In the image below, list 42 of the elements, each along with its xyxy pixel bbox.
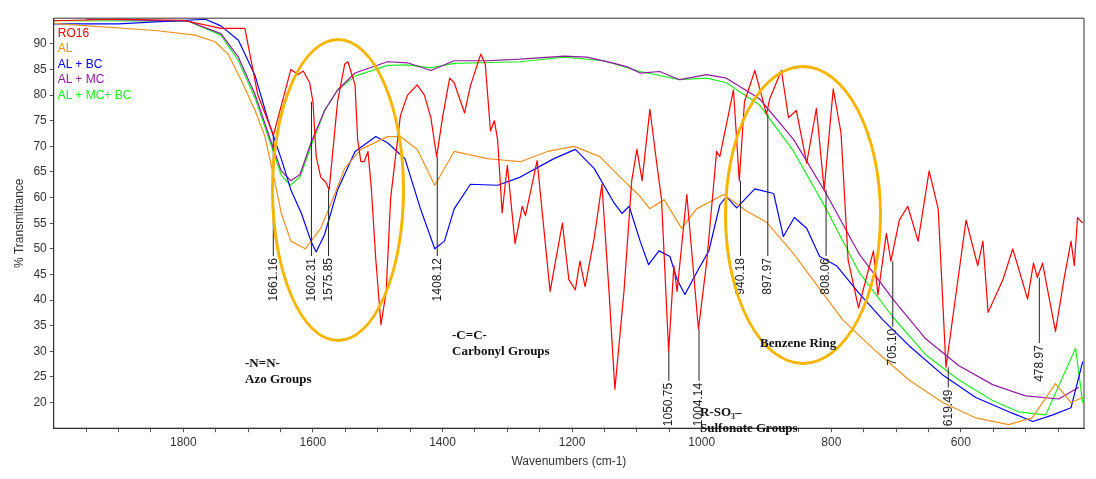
y-tick-label: 85 (33, 61, 48, 76)
annotation: 808.06 (818, 257, 833, 295)
annotation: 619.49 (940, 389, 955, 427)
series-label: AL (57, 41, 73, 56)
y-tick-label: 20 (33, 394, 48, 409)
annotation: 897.97 (760, 257, 775, 295)
annotation: 1408.12 (429, 257, 444, 302)
y-tick-label: 65 (33, 164, 48, 179)
x-tick-label: 1000 (688, 434, 716, 449)
text: AL + BC (57, 56, 103, 71)
annotation: 478.97 (1031, 344, 1046, 382)
y-tick-label: 80 (33, 87, 48, 102)
x-tick-label: 1600 (299, 434, 327, 449)
text: AL + MC+ BC (57, 87, 132, 102)
annotation: 1050.75 (661, 382, 676, 427)
annotation: 940.18 (732, 257, 747, 295)
y-axis-title: % Transmittance (11, 178, 26, 268)
y-tick-label: 45 (33, 266, 48, 281)
annotation: -N=N- Azo Groups (245, 355, 312, 387)
y-tick-label: 90 (33, 36, 48, 51)
series-label: RO16 (57, 25, 90, 40)
annotation: 1575.85 (320, 257, 335, 302)
text: AL + MC (57, 72, 105, 87)
annotation: 1602.31 (303, 257, 318, 302)
y-tick-label: 40 (33, 292, 48, 307)
annotation: 705.10 (885, 328, 900, 366)
x-tick-label: 1200 (558, 434, 586, 449)
y-tick-label: 70 (33, 138, 48, 153)
x-tick-label: 1400 (429, 434, 457, 449)
x-tick-label: 1800 (169, 434, 198, 449)
y-tick-label: 60 (33, 189, 48, 204)
x-tick-label: 600 (950, 434, 972, 449)
x-axis-title: Wavenumbers (cm-1) (511, 454, 627, 469)
annotation: 1661.16 (265, 257, 280, 302)
y-tick-label: 75 (33, 113, 48, 128)
y-tick-label: 35 (33, 318, 48, 333)
y-tick-label: 30 (33, 343, 48, 358)
y-tick-label: 50 (33, 241, 48, 256)
y-tick-label: 55 (33, 215, 48, 230)
y-tick-label: 25 (33, 369, 48, 384)
x-tick-label: 800 (821, 434, 842, 449)
annotation: -C=C- Carbonyl Groups (452, 327, 550, 359)
